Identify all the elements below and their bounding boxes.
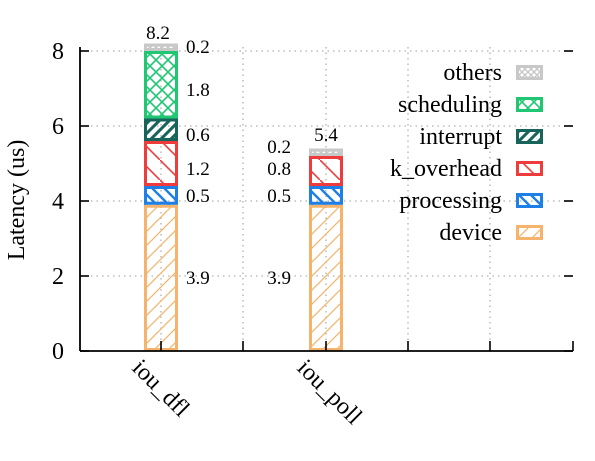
- data-label-processing: 0.5: [186, 186, 210, 207]
- data-label-device: 3.9: [267, 268, 291, 289]
- legend-swatch-outline-scheduling: [516, 97, 543, 112]
- legend-label-scheduling: scheduling: [398, 92, 502, 118]
- legend-swatch-device: [516, 225, 543, 240]
- x-category-label: iou_dfl: [127, 355, 195, 423]
- bar-segment-outline-scheduling: [144, 51, 178, 119]
- bar-segment-others: [309, 148, 343, 156]
- legend-label-k_overhead: k_overhead: [390, 156, 502, 182]
- bar-segment-outline-others: [309, 148, 343, 156]
- bar-segment-outline-k_overhead: [309, 156, 343, 186]
- legend-swatch-outline-k_overhead: [516, 161, 543, 176]
- bar-total-label: 8.2: [146, 23, 170, 44]
- x-category-labels: iou_dfl iou_poll: [127, 355, 367, 430]
- bar-segment-interrupt: [144, 118, 178, 141]
- data-label-device: 3.9: [186, 268, 210, 289]
- legend-swatch-others: [516, 65, 543, 80]
- data-label-processing: 0.5: [267, 186, 291, 207]
- bar-segment-processing: [309, 186, 343, 205]
- bar-segment-device: [309, 204, 343, 351]
- bar-segment-k_overhead: [309, 156, 343, 186]
- legend-swatch-scheduling: [516, 97, 543, 112]
- data-label-k_overhead: 0.8: [267, 159, 291, 180]
- legend-swatch-k_overhead: [516, 161, 543, 176]
- legend-label-processing: processing: [399, 188, 502, 214]
- legend-label-others: others: [443, 60, 502, 86]
- data-labels: 3.9 3.9 0.5 0.5 1.2 0.8 0.6 1.8 0.2 0.2 8.2 5.4: [146, 23, 338, 289]
- bar-segment-outline-others: [144, 43, 178, 51]
- bar-segment-outline-interrupt: [144, 118, 178, 141]
- y-tick-label: 6: [52, 114, 64, 140]
- legend-label-interrupt: interrupt: [419, 124, 502, 150]
- data-label-others: 0.2: [186, 37, 210, 58]
- bar-total-label: 5.4: [314, 125, 338, 146]
- axes: [79, 47, 574, 352]
- legend-swatch-outline-device: [516, 225, 543, 240]
- y-tick-labels: 0 2 4 6 8: [52, 39, 64, 365]
- bar-segment-outline-processing: [309, 186, 343, 205]
- legend-swatch-interrupt: [516, 129, 543, 144]
- bar-segment-k_overhead: [144, 141, 178, 186]
- data-label-scheduling: 1.8: [186, 80, 210, 101]
- legend-swatch-outline-interrupt: [516, 129, 543, 144]
- data-label-interrupt: 0.6: [186, 125, 210, 146]
- legend-label-device: device: [439, 220, 502, 246]
- legend-swatch-outline-others: [516, 65, 543, 80]
- data-label-k_overhead: 1.2: [186, 159, 210, 180]
- legend: others scheduling interrupt k_overheadproce…: [390, 60, 543, 246]
- y-tick-label: 2: [52, 264, 64, 290]
- bar-segment-outline-processing: [144, 186, 178, 205]
- y-tick-label: 0: [52, 339, 64, 365]
- bar-segment-processing: [144, 186, 178, 205]
- bar-segment-others: [144, 43, 178, 51]
- bar-segment-device: [144, 204, 178, 351]
- data-label-others: 0.2: [267, 137, 291, 158]
- x-category-label: iou_poll: [292, 355, 367, 430]
- bar-segment-scheduling: [144, 51, 178, 119]
- y-tick-label: 4: [52, 189, 64, 215]
- bar-segment-outline-k_overhead: [144, 141, 178, 186]
- y-axis-title: Latency (us): [4, 140, 30, 261]
- bar-stacks: [144, 43, 343, 351]
- legend-swatch-outline-processing: [516, 193, 543, 208]
- legend-swatch-processing: [516, 193, 543, 208]
- y-tick-label: 8: [52, 39, 64, 65]
